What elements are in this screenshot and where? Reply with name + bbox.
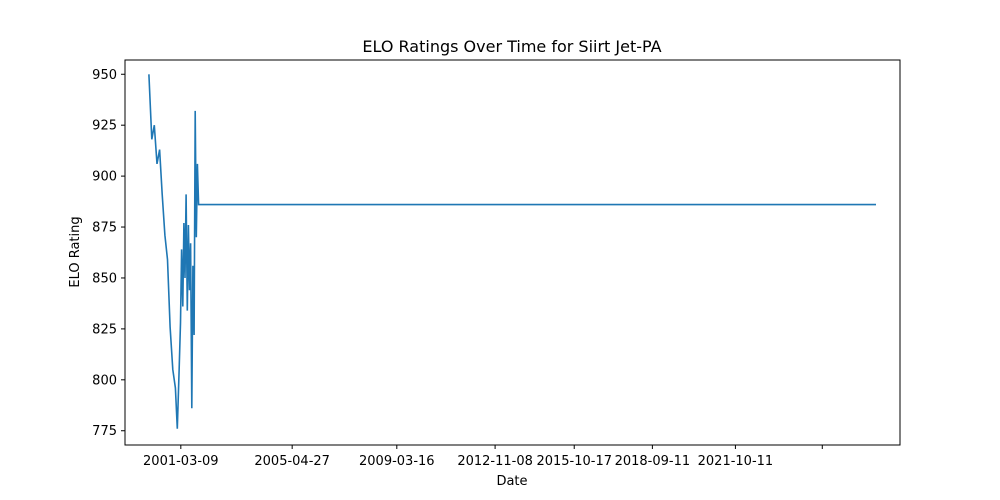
series-line-elo	[148, 74, 876, 429]
y-tick-label: 850	[92, 271, 117, 286]
x-tick-label: 2012-11-08	[457, 454, 533, 469]
x-tick-label: 2009-03-16	[359, 454, 435, 469]
x-tick-label: 2018-09-11	[615, 454, 691, 469]
y-tick-label: 900	[92, 170, 117, 185]
x-tick-label: 2001-03-09	[143, 454, 219, 469]
chart-title: ELO Ratings Over Time for Siirt Jet-PA	[362, 37, 661, 56]
y-tick-label: 800	[92, 373, 117, 388]
y-tick-label: 925	[92, 119, 117, 134]
y-tick-label: 950	[92, 68, 117, 83]
x-axis: 2001-03-09 2005-04-27 2009-03-16 2012-11-08…	[143, 445, 823, 469]
x-tick-label: 2021-10-11	[698, 454, 774, 469]
x-tick-label: 2015-10-17	[536, 454, 612, 469]
y-tick-label: 825	[92, 322, 117, 337]
y-tick-label: 875	[92, 221, 117, 236]
y-axis-label: ELO Rating	[68, 216, 83, 287]
x-tick-label: 2005-04-27	[254, 454, 330, 469]
x-axis-label: Date	[496, 474, 527, 489]
y-axis: 775 800 825 850 875 900 925 950	[92, 68, 125, 439]
plot-area	[124, 59, 901, 446]
y-tick-label: 775	[92, 424, 117, 439]
